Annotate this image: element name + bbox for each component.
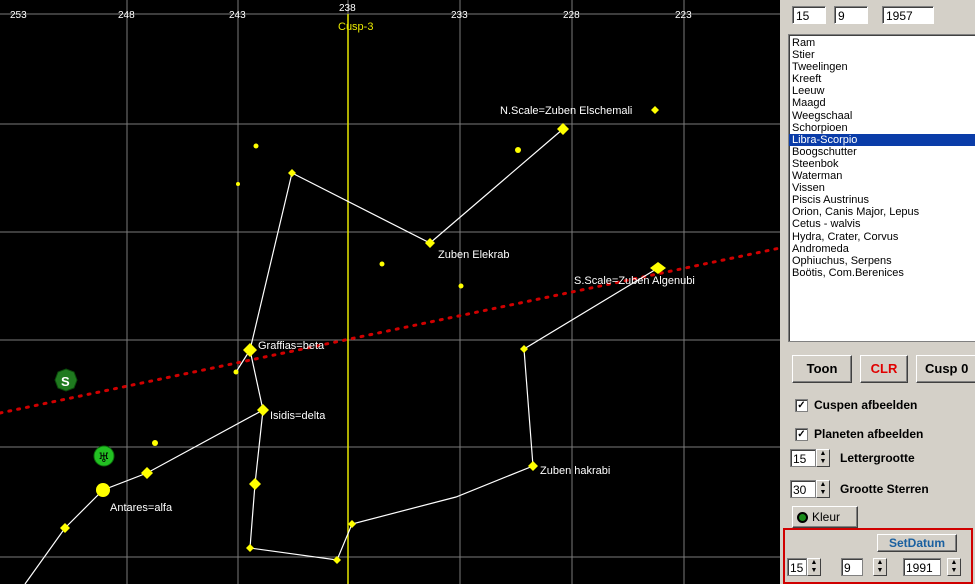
constellation-list-item[interactable]: Cetus - walvis	[792, 218, 861, 231]
day-spinner[interactable]: 15 ▲ ▼	[787, 558, 821, 576]
spin-arrows-icon[interactable]: ▲ ▼	[873, 558, 887, 576]
star-label-n-scale: N.Scale=Zuben Elschemali	[500, 105, 632, 117]
color-dot-icon	[797, 511, 808, 523]
constellation-list-item[interactable]: Boötis, Com.Berenices	[792, 266, 904, 279]
day-value[interactable]: 15	[787, 558, 807, 576]
planet-s-label: S	[61, 374, 70, 389]
spin-arrows-icon[interactable]: ▲ ▼	[947, 558, 961, 576]
toon-button[interactable]: Toon	[792, 355, 852, 383]
date-setter-box: SetDatum 15 ▲ ▼ 9 ▲ ▼ 1991 ▲ ▼	[783, 528, 973, 584]
stars	[60, 106, 666, 564]
constellation-list-item[interactable]: Piscis Austrinus	[792, 194, 870, 207]
planet-uranus-label: ♅	[98, 451, 110, 466]
clr-button[interactable]: CLR	[860, 355, 908, 383]
constellation-list-item[interactable]: Andromeda	[792, 242, 849, 255]
constellation-list-item[interactable]: Maagd	[792, 97, 826, 110]
tick-label: 228	[563, 10, 580, 21]
planet-s-icon[interactable]: S	[54, 368, 78, 392]
ecliptic-line	[0, 246, 780, 415]
tick-label: 253	[10, 10, 27, 21]
cuspen-label: Cuspen afbeelden	[814, 398, 918, 412]
constellation-list-item[interactable]: Leeuw	[792, 85, 825, 98]
planeten-checkbox[interactable]: ✓ Planeten afbeelden	[795, 427, 923, 441]
tick-label: 223	[675, 10, 692, 21]
lettergrootte-spinner[interactable]: 15 ▲ ▼ Lettergrootte	[790, 449, 915, 467]
star-label-s-scale: S.Scale=Zuben Algenubi	[574, 275, 695, 287]
constellation-list-item[interactable]: Libra-Scorpio	[789, 133, 975, 146]
top-year-field[interactable]: 1957	[882, 6, 934, 24]
year-value[interactable]: 1991	[903, 558, 941, 576]
cusp-button[interactable]: Cusp 0	[916, 355, 975, 383]
tick-label: 238	[339, 3, 356, 14]
setdatum-button[interactable]: SetDatum	[877, 534, 957, 552]
planeten-label: Planeten afbeelden	[814, 427, 924, 441]
cuspen-checkbox[interactable]: ✓ Cuspen afbeelden	[795, 398, 917, 412]
top-month-field[interactable]: 9	[834, 6, 868, 24]
constellation-list-item[interactable]: Boogschutter	[792, 145, 857, 158]
constellation-list-item[interactable]: Tweelingen	[792, 61, 848, 74]
spin-arrows-icon[interactable]: ▲ ▼	[807, 558, 821, 576]
star-label-isidis: Isidis=delta	[270, 410, 326, 422]
constellation-list-item[interactable]: Ophiuchus, Serpens	[792, 254, 892, 267]
star-label-graffias: Graffias=beta	[258, 340, 325, 352]
cusp-label: Cusp-3	[338, 21, 373, 33]
constellation-list-item[interactable]: Hydra, Crater, Corvus	[792, 230, 899, 243]
spin-arrows-icon[interactable]: ▲ ▼	[816, 480, 830, 498]
grid	[0, 0, 780, 584]
constellation-list-item[interactable]: Stier	[792, 49, 815, 62]
constellation-list-item[interactable]: Steenbok	[792, 157, 839, 170]
constellation-list-item[interactable]: Vissen	[792, 182, 825, 195]
grootte-sterren-value[interactable]: 30	[790, 480, 816, 498]
month-spinner[interactable]: 9 ▲ ▼	[841, 558, 887, 576]
top-day-field[interactable]: 15	[792, 6, 826, 24]
grootte-sterren-label: Grootte Sterren	[840, 482, 929, 496]
tick-label: 233	[451, 10, 468, 21]
tick-label: 248	[118, 10, 135, 21]
constellation-listbox[interactable]: Ram Stier Tweelingen Kreeft Leeuw Maagd Weegsc…	[788, 34, 975, 342]
constellation-list-item[interactable]: Waterman	[792, 170, 843, 183]
checkbox-icon: ✓	[795, 398, 808, 412]
tick-label: 243	[229, 10, 246, 21]
kleur-label: Kleur	[812, 510, 841, 524]
control-panel: 15 9 1957 Ram Stier Tweelingen Kreeft Leeuw M…	[780, 0, 975, 584]
year-spinner[interactable]: 1991 ▲ ▼	[903, 558, 961, 576]
kleur-button[interactable]: Kleur	[792, 506, 858, 528]
spin-arrows-icon[interactable]: ▲ ▼	[816, 449, 830, 467]
month-value[interactable]: 9	[841, 558, 863, 576]
constellation-list-item[interactable]: Weegschaal	[792, 109, 853, 122]
planet-uranus-icon[interactable]: ♅	[93, 445, 115, 467]
constellation-list-item[interactable]: Schorpioen	[792, 121, 848, 134]
grootte-sterren-spinner[interactable]: 30 ▲ ▼ Grootte Sterren	[790, 480, 929, 498]
lettergrootte-label: Lettergrootte	[840, 451, 915, 465]
sky-canvas: 253 248 243 238 233 228 223 Cusp-3	[0, 0, 780, 584]
constellation-list-item[interactable]: Orion, Canis Major, Lepus	[792, 206, 920, 219]
star-label-antares: Antares=alfa	[110, 502, 173, 514]
constellation-list-item[interactable]: Kreeft	[792, 73, 822, 86]
star-label-zuben-elekrab: Zuben Elekrab	[438, 249, 510, 261]
lettergrootte-value[interactable]: 15	[790, 449, 816, 467]
sky-chart[interactable]: 253 248 243 238 233 228 223 Cusp-3	[0, 0, 780, 584]
star-label-zuben-hakrabi: Zuben hakrabi	[540, 465, 610, 477]
constellation-list-item[interactable]: Ram	[792, 37, 816, 49]
constellation-lines	[24, 128, 659, 584]
checkbox-icon: ✓	[795, 427, 808, 441]
